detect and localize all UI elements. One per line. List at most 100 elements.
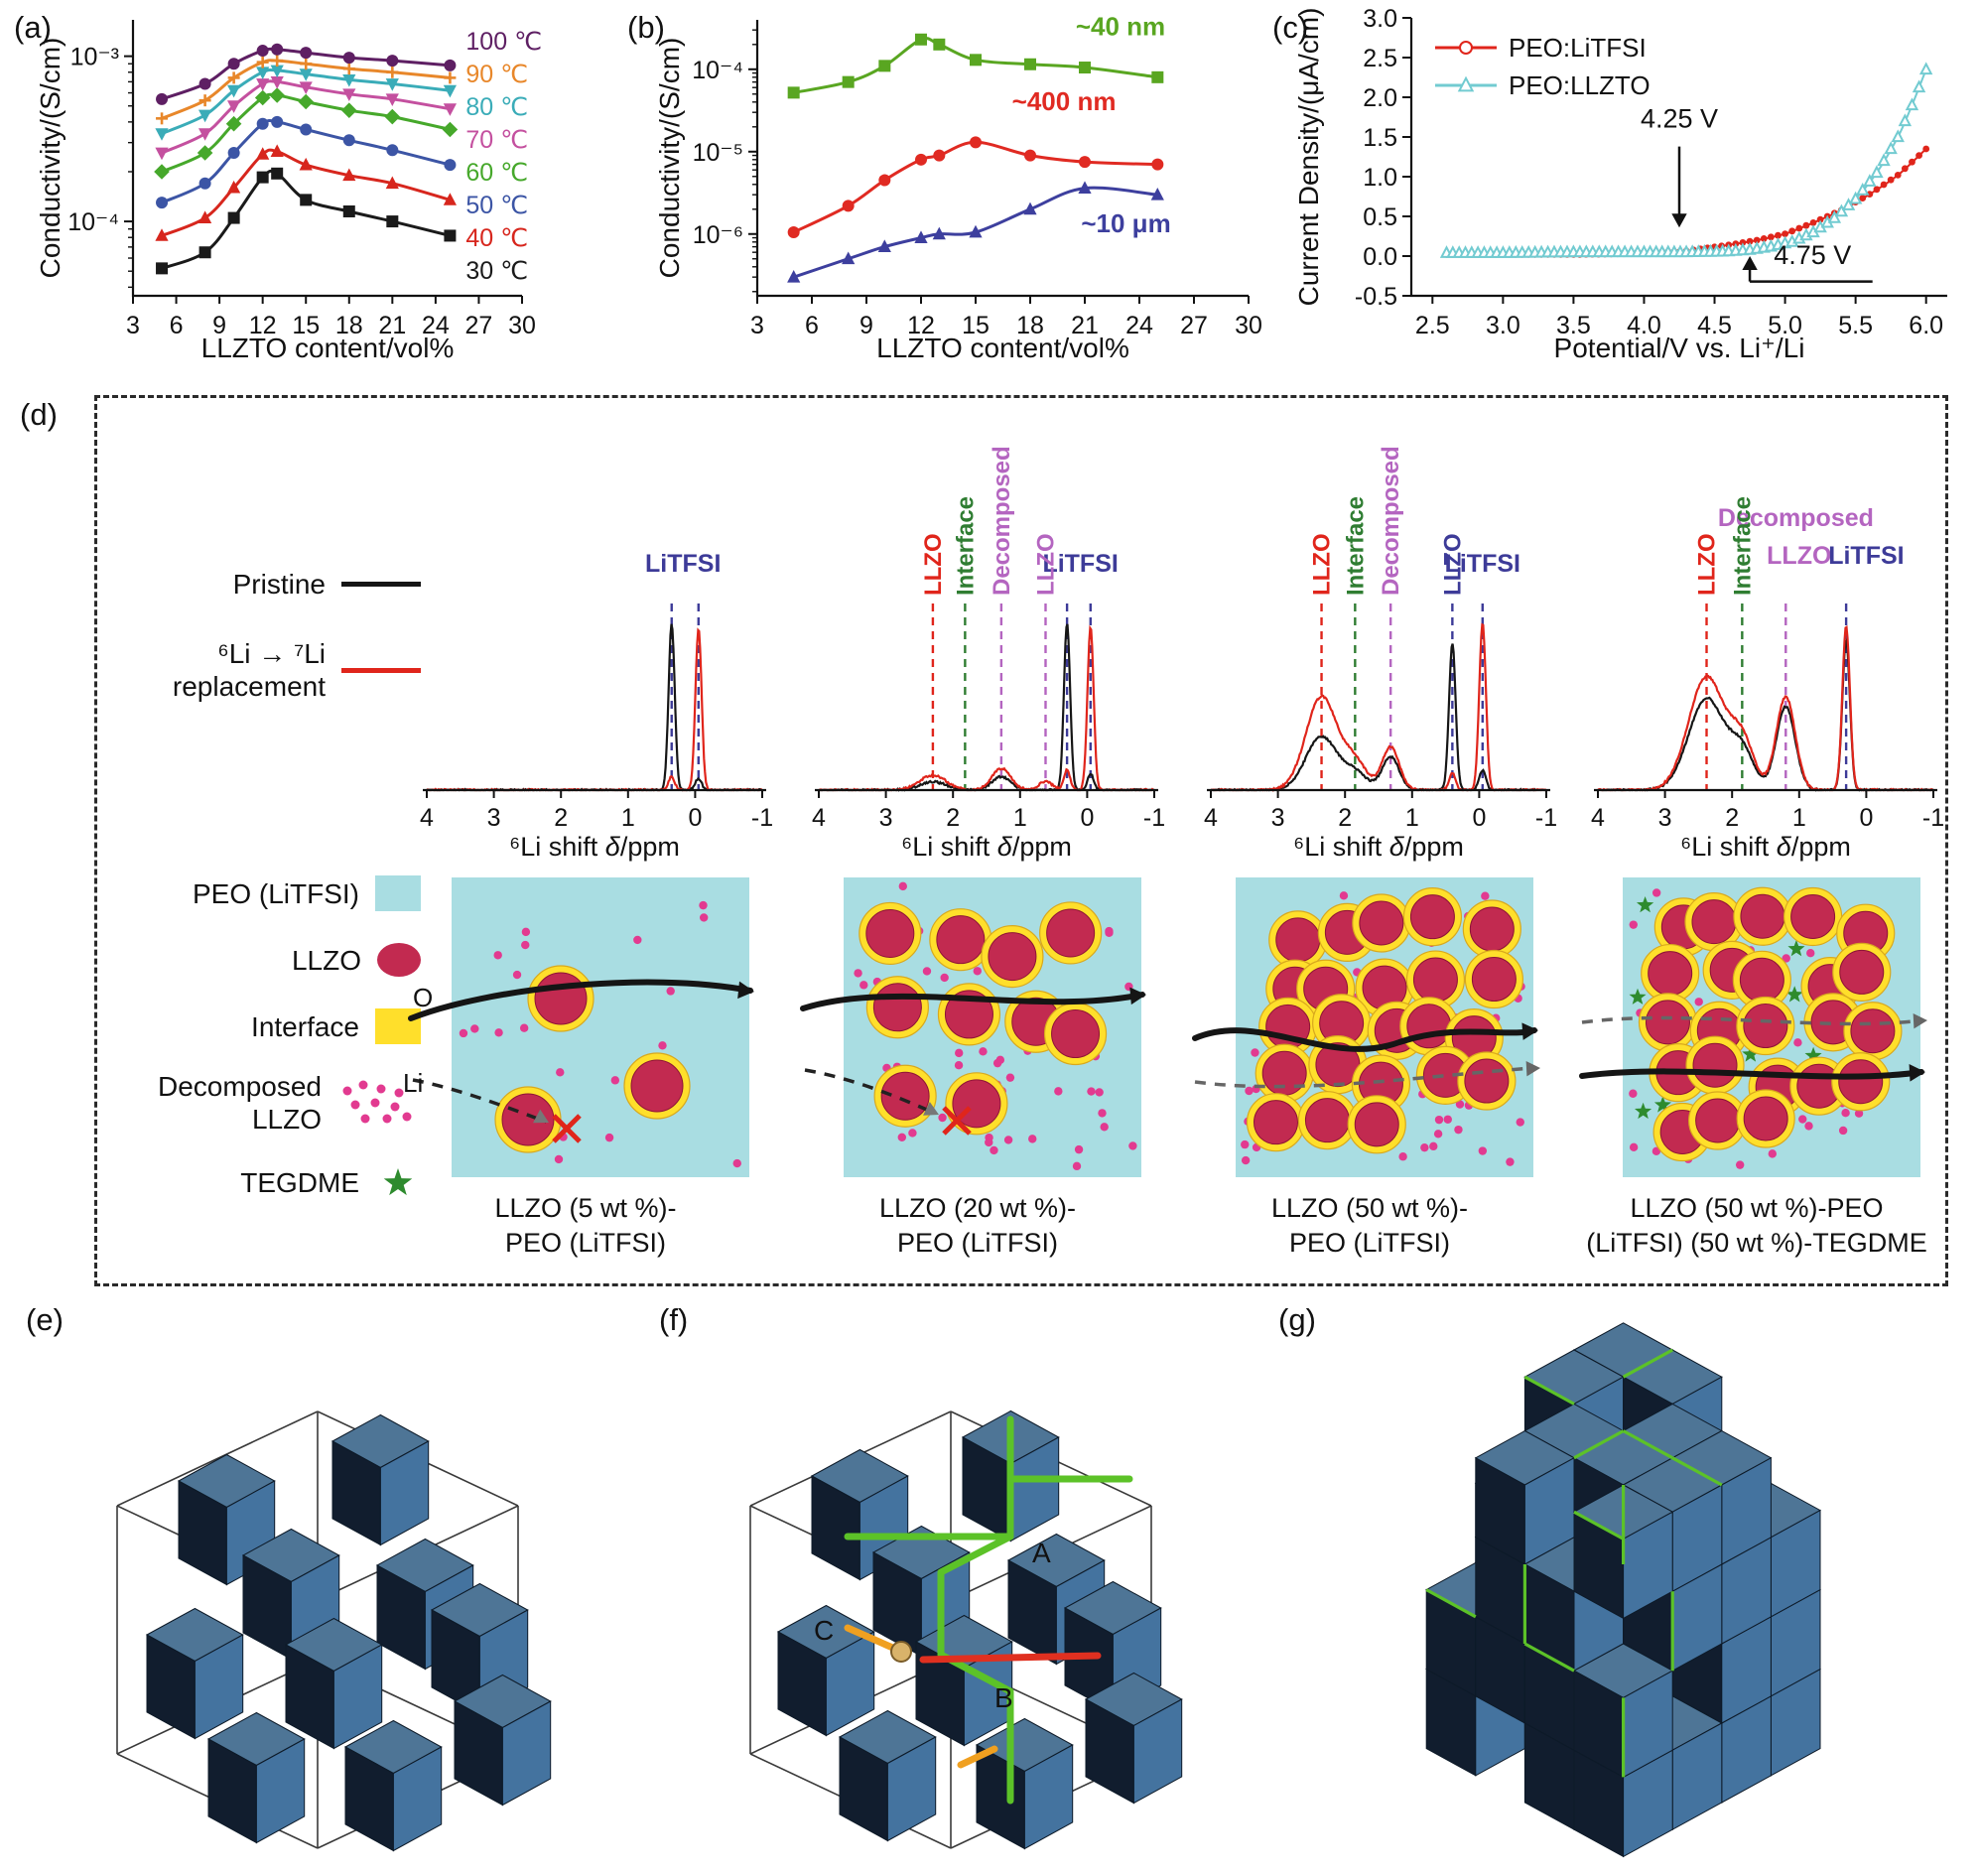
legend-replacement-line1: ⁶Li → ⁷Li: [217, 638, 326, 669]
svg-text:6: 6: [805, 312, 819, 339]
svg-text:3: 3: [879, 804, 893, 832]
panel-label-e: (e): [26, 1302, 64, 1337]
legend-interface-label: Interface: [251, 1010, 359, 1042]
svg-text:1: 1: [1405, 804, 1419, 832]
svg-text:1: 1: [1013, 804, 1027, 832]
caption-3-line1: LLZO (50 wt %)-: [1270, 1193, 1469, 1223]
svg-text:3.5: 3.5: [1556, 312, 1591, 339]
decomposed-dots-swatch: [342, 1080, 412, 1124]
svg-text:3: 3: [1658, 804, 1672, 832]
panel-label-b: (b): [627, 10, 665, 45]
svg-text:LLZO: LLZO: [1694, 533, 1721, 596]
composite-schematic-4: [1579, 877, 1927, 1177]
schematic-caption-1: LLZO (5 wt %)- PEO (LiTFSI): [397, 1191, 774, 1261]
svg-text:4: 4: [812, 804, 826, 832]
caption-4-line2: (LiTFSI) (50 wt %)-TEGDME: [1586, 1228, 1927, 1258]
svg-text:70 ℃: 70 ℃: [465, 126, 528, 154]
panel-b-conductivity-chart: 3 6 9 12 15 18 21 24 27 30 10⁻⁶ 10⁻⁵ 10⁻⁴ LLZTO conte…: [654, 11, 1262, 363]
svg-text:5.5: 5.5: [1838, 312, 1873, 339]
svg-text:B: B: [994, 1682, 1013, 1713]
svg-text:5.0: 5.0: [1768, 312, 1802, 339]
caption-3-line2: PEO (LiTFSI): [1288, 1228, 1450, 1258]
legend-row-pristine: Pristine: [111, 568, 421, 601]
svg-text:4: 4: [1591, 804, 1605, 832]
svg-text:Interface: Interface: [1729, 496, 1756, 596]
svg-text:1.0: 1.0: [1363, 164, 1397, 192]
svg-text:9: 9: [859, 312, 873, 339]
svg-text:80 ℃: 80 ℃: [465, 93, 528, 121]
svg-text:40 ℃: 40 ℃: [465, 224, 528, 252]
panel-label-g: (g): [1278, 1302, 1316, 1337]
svg-text:24: 24: [1125, 312, 1153, 339]
legend-row-interface: Interface: [111, 1008, 421, 1044]
schematic-2: [800, 877, 1146, 1177]
svg-text:0: 0: [1859, 804, 1873, 832]
svg-text:O: O: [413, 983, 433, 1012]
svg-text:3: 3: [487, 804, 501, 832]
svg-text:0.5: 0.5: [1363, 203, 1397, 231]
svg-text:0.0: 0.0: [1363, 243, 1397, 271]
panel-label-c: (c): [1272, 10, 1309, 45]
legend-tegdme-label: TEGDME: [240, 1166, 359, 1198]
svg-text:LLZO: LLZO: [920, 533, 947, 596]
composite-schematic-3: [1192, 877, 1540, 1177]
model-e: [116, 1410, 552, 1852]
svg-text:Decomposed: Decomposed: [1378, 446, 1404, 596]
svg-text:LLZO: LLZO: [1032, 533, 1059, 596]
schematic-caption-2: LLZO (20 wt %)- PEO (LiTFSI): [789, 1191, 1166, 1261]
percolation-model-high: [1425, 1322, 1822, 1858]
svg-text:LiTFSI: LiTFSI: [1828, 542, 1904, 570]
svg-text:~10 μm: ~10 μm: [1081, 208, 1170, 238]
legend-replacement-label: ⁶Li → ⁷Li replacement: [111, 637, 326, 703]
svg-text:3: 3: [1271, 804, 1285, 832]
legend-row-tegdme: TEGDME: [111, 1159, 421, 1205]
model-f: A B C: [749, 1409, 1183, 1850]
nmr-spectrum-1: 4 3 2 1 0 -1 ⁶Li shift δ/ppm LiTFSI: [420, 550, 773, 862]
svg-text:21: 21: [1071, 312, 1099, 339]
svg-text:18: 18: [335, 312, 363, 339]
panel-a-conductivity-chart: 3 6 9 12 15 18 21 24 27 30 10⁻⁴ 10⁻³ LLZTO content/v…: [35, 20, 542, 363]
caption-2-line1: LLZO (20 wt %)-: [878, 1193, 1077, 1223]
svg-text:-0.5: -0.5: [1355, 283, 1397, 311]
legend-decomposed-label: Decomposed LLZO: [111, 1070, 322, 1136]
svg-text:-1: -1: [1143, 804, 1165, 832]
svg-text:Current Density/(μA/cm): Current Density/(μA/cm): [1293, 8, 1324, 307]
tegdme-star-swatch: [383, 1168, 413, 1196]
pristine-line-swatch: [341, 582, 421, 587]
svg-text:LiTFSI: LiTFSI: [1445, 550, 1520, 578]
svg-text:1.5: 1.5: [1363, 124, 1397, 152]
svg-text:27: 27: [465, 312, 493, 339]
svg-text:4.5: 4.5: [1697, 312, 1732, 339]
schematic-3: [1192, 877, 1540, 1177]
svg-text:10⁻³: 10⁻³: [70, 44, 119, 71]
svg-text:100 ℃: 100 ℃: [465, 28, 542, 56]
svg-text:30: 30: [1235, 312, 1262, 339]
legend-row-peo: PEO (LiTFSI): [111, 875, 421, 911]
svg-text:LLZTO content/vol%: LLZTO content/vol%: [201, 333, 455, 363]
svg-text:2: 2: [554, 804, 568, 832]
svg-text:Potential/V vs. Li⁺/Li: Potential/V vs. Li⁺/Li: [1554, 333, 1805, 363]
svg-text:LLZTO content/vol%: LLZTO content/vol%: [876, 333, 1129, 363]
svg-text:⁶Li shift δ/ppm: ⁶Li shift δ/ppm: [1680, 832, 1851, 862]
svg-text:LLZO: LLZO: [1439, 533, 1466, 596]
svg-text:0: 0: [1080, 804, 1094, 832]
svg-text:15: 15: [962, 312, 990, 339]
model-g: [1425, 1322, 1822, 1858]
svg-text:PEO:LiTFSI: PEO:LiTFSI: [1509, 33, 1647, 63]
svg-text:Interface: Interface: [1342, 496, 1369, 596]
schematic-1: O Li: [403, 877, 754, 1177]
legend-pristine-label: Pristine: [232, 569, 326, 600]
svg-text:LLZO: LLZO: [1309, 533, 1336, 596]
composite-schematic-2: [800, 877, 1146, 1177]
legend-decomposed-line2: LLZO: [251, 1104, 322, 1135]
svg-text:LiTFSI: LiTFSI: [1042, 550, 1118, 578]
svg-text:2: 2: [946, 804, 960, 832]
svg-text:15: 15: [292, 312, 320, 339]
svg-text:10⁻⁴: 10⁻⁴: [67, 208, 119, 236]
svg-text:1: 1: [1792, 804, 1806, 832]
replacement-line-swatch: [341, 667, 421, 673]
